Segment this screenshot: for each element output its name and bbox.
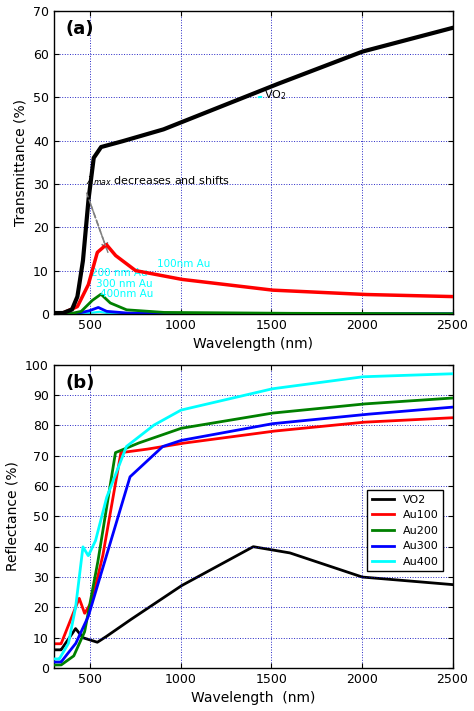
Y-axis label: Transmittance (%): Transmittance (%) [13,99,27,225]
X-axis label: Wavelength  (nm): Wavelength (nm) [191,691,315,705]
Text: 200 nm Au: 200 nm Au [91,268,147,278]
Text: (b): (b) [66,374,95,392]
Legend: VO2, Au100, Au200, Au300, Au400: VO2, Au100, Au200, Au300, Au400 [367,491,443,572]
X-axis label: Wavelength (nm): Wavelength (nm) [193,337,313,351]
Text: VO$_2$: VO$_2$ [259,88,287,102]
Text: 100nm Au: 100nm Au [157,259,210,269]
Text: 400nm Au: 400nm Au [100,289,154,299]
Y-axis label: Reflectance (%): Reflectance (%) [6,461,19,571]
Text: 300 nm Au: 300 nm Au [96,279,152,289]
Text: $\lambda_{max}$ decreases and shifts: $\lambda_{max}$ decreases and shifts [86,174,230,188]
Text: (a): (a) [66,20,94,38]
